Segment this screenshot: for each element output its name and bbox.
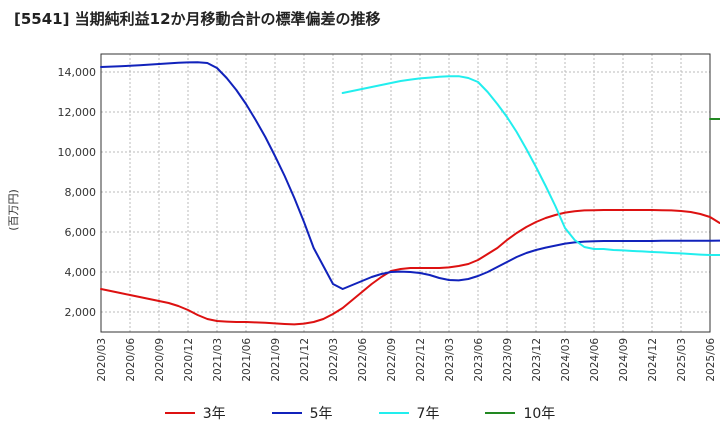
x-tick-label: 2025/03 — [676, 338, 688, 382]
y-tick-label: 10,000 — [58, 146, 97, 159]
legend-item: 7年 — [378, 403, 440, 423]
legend-swatch — [271, 411, 302, 415]
legend-label: 10年 — [523, 406, 556, 422]
x-tick-label: 2022/12 — [415, 338, 427, 382]
x-tick-label: 2020/12 — [183, 338, 195, 382]
legend-label: 3年 — [202, 406, 226, 422]
y-tick-label: 2,000 — [65, 306, 97, 319]
grid-lines — [100, 54, 711, 332]
series-lines — [100, 61, 720, 326]
x-tick-label: 2024/09 — [618, 338, 630, 382]
x-tick-label: 2023/12 — [531, 338, 543, 382]
y-tick-label: 12,000 — [58, 106, 97, 119]
x-tick-label: 2022/09 — [386, 338, 398, 382]
x-tick-label: 2021/12 — [299, 338, 311, 382]
legend-swatch — [378, 411, 409, 415]
y-tick-label: 8,000 — [65, 186, 97, 199]
axes — [100, 53, 711, 333]
legend-label: 7年 — [416, 406, 440, 422]
legend: 3年 5年 7年 10年 — [0, 398, 720, 428]
legend-item: 3年 — [164, 403, 226, 423]
x-tick-label: 2024/06 — [589, 338, 601, 382]
plot-frame — [100, 53, 711, 333]
series-line — [100, 61, 720, 290]
y-tick-labels: 2,000 4,000 6,000 8,000 10,000 12,000 14,000 — [58, 66, 97, 319]
x-tick-label: 2020/09 — [154, 338, 166, 382]
x-tick-label: 2024/12 — [647, 338, 659, 382]
x-tick-label: 2021/06 — [241, 338, 253, 382]
series-line — [341, 75, 720, 256]
legend-label: 5年 — [309, 406, 333, 422]
x-tick-label: 2020/06 — [125, 338, 137, 382]
legend-swatch — [164, 411, 195, 415]
x-tick-labels: 2020/03 2020/06 2020/09 2020/12 2021/03 2021/… — [96, 338, 717, 382]
x-tick-label: 2022/06 — [357, 338, 369, 382]
x-tick-label: 2020/03 — [96, 338, 108, 382]
y-axis-label: (百万円) — [7, 189, 20, 231]
y-tick-label: 6,000 — [65, 226, 97, 239]
legend-item: 5年 — [271, 403, 333, 423]
x-tick-label: 2021/09 — [270, 338, 282, 382]
x-tick-label: 2025/06 — [705, 338, 717, 382]
legend-swatch — [485, 411, 516, 415]
chart-title: [5541] 当期純利益12か月移動合計の標準偏差の推移 — [14, 10, 381, 28]
y-tick-label: 14,000 — [58, 66, 97, 79]
x-tick-label: 2021/03 — [212, 338, 224, 382]
x-tick-label: 2022/03 — [328, 338, 340, 382]
y-tick-label: 4,000 — [65, 266, 97, 279]
x-tick-label: 2023/06 — [473, 338, 485, 382]
x-tick-label: 2023/03 — [444, 338, 456, 382]
x-tick-label: 2023/09 — [502, 338, 514, 382]
x-tick-label: 2024/03 — [560, 338, 572, 382]
legend-item: 10年 — [485, 403, 555, 423]
series-line — [100, 209, 720, 326]
